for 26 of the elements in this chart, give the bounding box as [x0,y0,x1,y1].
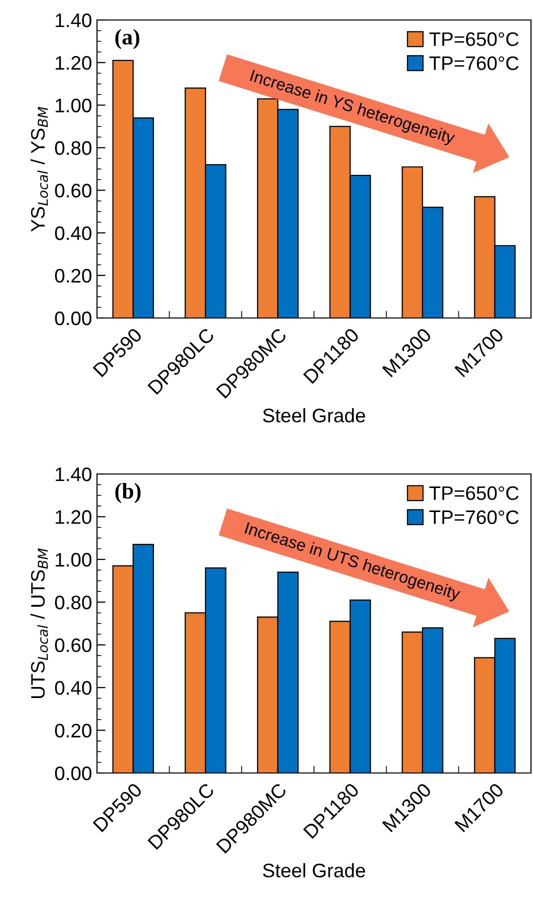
y-tick-label: 1.00 [56,552,92,567]
y-tick-label: 1.40 [56,467,92,482]
y-tick-label: 0.00 [55,311,92,326]
legend-label: TP=650°C [429,486,519,500]
x-axis-title: Steel Grade [263,408,366,422]
x-axis-title: Steel Grade [263,863,366,878]
y-axis-title: YS$_{Local}$ / YS$_{BM}$ [30,106,48,232]
legend-label: TP=760°C [429,510,519,524]
y-tick-label: 0.20 [55,268,92,283]
annotation: (a) [115,28,140,50]
y-tick-label: 0.60 [55,184,92,198]
y-tick-label: 0.00 [55,766,92,780]
annotation: (b) [115,482,141,504]
y-tick-label: 1.20 [56,510,92,524]
y-tick-label: 0.40 [55,681,92,695]
y-tick-label: 0.60 [55,638,92,652]
y-tick-label: 0.80 [55,596,92,610]
y-tick-label: 1.20 [56,56,92,70]
y-tick-label: 1.00 [56,98,92,112]
y-tick-label: 1.40 [56,13,92,28]
y-tick-label: 0.20 [55,724,92,738]
y-tick-label: 0.80 [55,141,92,155]
legend-label: TP=760°C [429,56,519,70]
y-axis-title: UTS$_{Local}$ / UTS$_{BM}$ [30,548,48,698]
y-tick-label: 0.40 [55,226,92,240]
legend-label: TP=650°C [429,32,519,46]
